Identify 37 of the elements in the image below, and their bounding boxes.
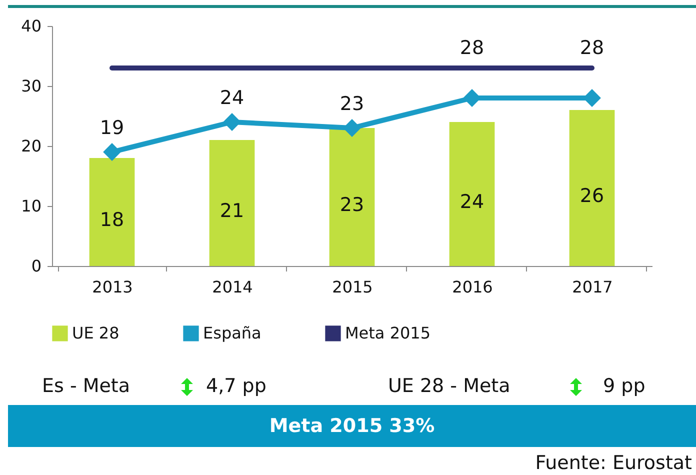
y-tick-label: 20 bbox=[21, 136, 42, 156]
x-tick-label: 2016 bbox=[452, 278, 493, 296]
data-label: 18 bbox=[100, 209, 124, 231]
data-label: 24 bbox=[460, 191, 484, 213]
data-label: 28 bbox=[460, 37, 484, 59]
text: 4,7 pp bbox=[206, 375, 266, 397]
data-label: 19 bbox=[100, 117, 124, 139]
y-tick-label: 10 bbox=[21, 196, 42, 216]
legend-label: Meta 2015 bbox=[345, 323, 431, 342]
legend-label: UE 28 bbox=[72, 323, 120, 342]
point bbox=[343, 119, 361, 137]
data-label: 26 bbox=[580, 185, 604, 207]
text: 9 pp bbox=[603, 375, 646, 397]
data-label: 24 bbox=[220, 87, 244, 109]
bar bbox=[89, 158, 135, 266]
text: Meta 2015 33% bbox=[8, 405, 696, 447]
y-tick-label: 0 bbox=[31, 256, 42, 276]
bar bbox=[569, 110, 615, 266]
text: UE 28 - Meta bbox=[388, 375, 510, 397]
data-label: 23 bbox=[340, 93, 364, 115]
x-tick-label: 2013 bbox=[92, 278, 133, 296]
source-note: Fuente: Eurostat bbox=[535, 452, 692, 474]
text: Es - Meta bbox=[42, 375, 130, 397]
x-tick-label: 2014 bbox=[212, 278, 253, 296]
bar bbox=[329, 128, 375, 266]
bar bbox=[449, 122, 495, 266]
data-label: 23 bbox=[340, 194, 364, 216]
legend-label: España bbox=[203, 323, 262, 342]
point bbox=[103, 143, 121, 161]
data-label: 28 bbox=[580, 37, 604, 59]
bar bbox=[209, 140, 255, 266]
point bbox=[223, 113, 241, 131]
y-tick-label: 30 bbox=[21, 76, 42, 96]
y-tick-label: 40 bbox=[21, 16, 42, 36]
x-tick-label: 2015 bbox=[332, 278, 373, 296]
x-tick-label: 2017 bbox=[572, 278, 613, 296]
data-label: 21 bbox=[220, 200, 244, 222]
